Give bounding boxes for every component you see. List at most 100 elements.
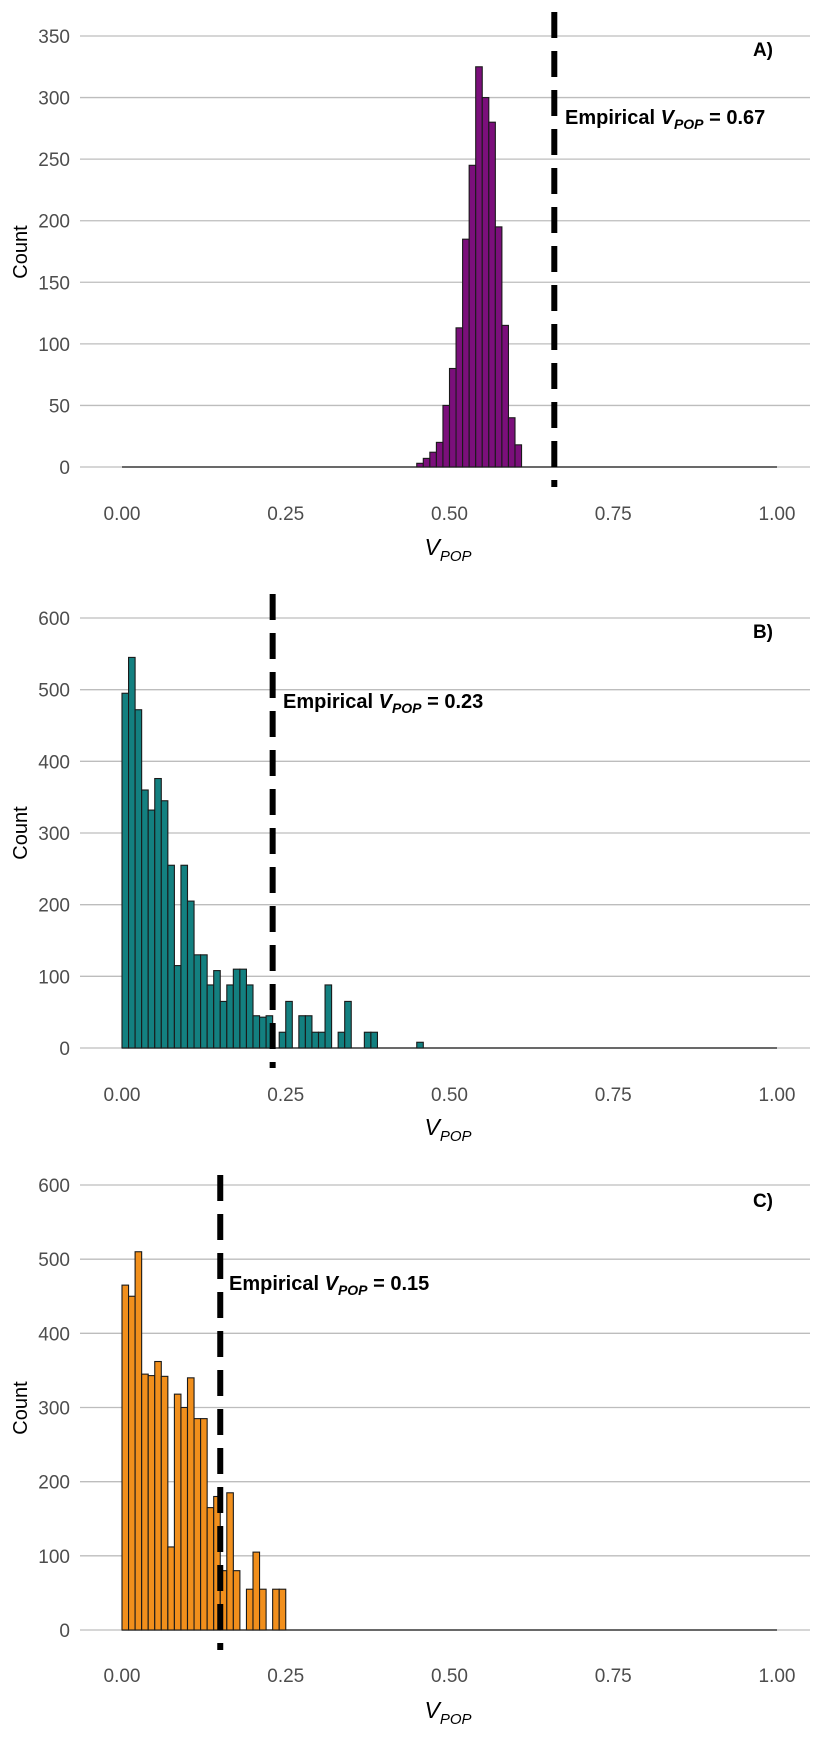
- y-tick-label: 50: [49, 396, 70, 417]
- annotation-v: V: [379, 691, 394, 713]
- histogram-bar: [226, 1492, 234, 1631]
- y-tick-label: 0: [59, 458, 70, 479]
- x-axis-title-subscript: POP: [440, 1711, 472, 1728]
- histogram-bar: [180, 864, 189, 1049]
- empirical-annotation: Empirical VPOP = 0.23: [283, 691, 483, 716]
- panel-label: C): [753, 1191, 773, 1212]
- histogram-bar: [481, 97, 490, 468]
- x-axis-title: VPOP: [424, 534, 471, 565]
- histogram-bar: [475, 66, 483, 468]
- histogram-bar: [193, 1418, 202, 1631]
- histogram-bar: [429, 451, 437, 468]
- annotation-v: V: [661, 107, 676, 129]
- histogram-bar: [226, 984, 234, 1049]
- y-axis-title: Count: [10, 1381, 32, 1435]
- annotation-value: = 0.67: [704, 107, 766, 129]
- histogram-bar: [167, 864, 175, 1049]
- y-tick-label: 200: [38, 212, 70, 233]
- histogram-bar: [141, 789, 149, 1049]
- histogram-bar: [514, 444, 523, 468]
- histogram-bar: [200, 954, 208, 1049]
- histogram-bar: [160, 1375, 169, 1631]
- histogram-bar: [154, 1360, 162, 1631]
- y-tick-label: 200: [38, 1473, 70, 1494]
- x-tick-label: 0.75: [595, 1085, 632, 1106]
- annotation-value: = 0.15: [368, 1273, 430, 1295]
- histogram-bar: [422, 457, 431, 468]
- histogram-bar: [304, 1015, 313, 1049]
- y-tick-label: 200: [38, 896, 70, 917]
- histogram-bar: [128, 656, 136, 1049]
- annotation-subscript: POP: [674, 116, 704, 132]
- histogram-bar: [468, 164, 477, 468]
- x-tick-label: 0.75: [595, 1666, 632, 1687]
- x-tick-label: 0.25: [267, 1085, 304, 1106]
- histogram-bar: [206, 984, 215, 1049]
- empirical-annotation: Empirical VPOP = 0.15: [229, 1273, 429, 1298]
- histogram-bar: [278, 1031, 287, 1049]
- histogram-bar: [121, 692, 130, 1049]
- x-tick-label: 0.75: [595, 504, 632, 525]
- histogram-bar: [147, 809, 156, 1049]
- y-tick-label: 100: [38, 1547, 70, 1568]
- histogram-bar: [213, 1495, 221, 1631]
- annotation-prefix: Empirical: [565, 107, 661, 129]
- y-tick-label: 500: [38, 681, 70, 702]
- y-axis-title: Count: [10, 225, 32, 279]
- y-tick-label: 400: [38, 1324, 70, 1345]
- histogram-bar: [141, 1373, 149, 1631]
- y-tick-label: 350: [38, 27, 70, 48]
- histogram-bar: [193, 954, 202, 1049]
- annotation-value: = 0.23: [422, 691, 484, 713]
- histogram-bar: [147, 1375, 156, 1631]
- histogram-bar: [370, 1031, 378, 1049]
- y-axis-title: Count: [10, 806, 32, 860]
- histogram-bar: [134, 1251, 143, 1631]
- histogram-bar: [121, 1284, 130, 1631]
- histogram-bar: [219, 1000, 228, 1049]
- histogram-bar: [173, 1393, 182, 1631]
- y-tick-label: 100: [38, 335, 70, 356]
- histogram-bar: [252, 1551, 261, 1631]
- x-tick-label: 0.25: [267, 1666, 304, 1687]
- histogram-bar: [239, 968, 247, 1049]
- annotation-prefix: Empirical: [283, 691, 379, 713]
- histogram-bar: [200, 1418, 208, 1631]
- histogram-bar: [324, 984, 333, 1049]
- x-tick-label: 1.00: [759, 1666, 796, 1687]
- x-tick-label: 1.00: [759, 504, 796, 525]
- histogram-bar: [317, 1031, 326, 1049]
- x-tick-label: 0.00: [104, 1085, 141, 1106]
- histogram-bar: [462, 238, 470, 468]
- histogram-bar: [448, 367, 457, 468]
- histogram-bar: [232, 968, 241, 1049]
- histogram-bar: [285, 1000, 293, 1049]
- annotation-subscript: POP: [338, 1282, 368, 1298]
- histogram-bar: [363, 1031, 372, 1049]
- x-axis-title-v: V: [424, 534, 442, 560]
- x-tick-label: 0.00: [104, 1666, 141, 1687]
- histogram-bar: [494, 226, 503, 468]
- x-axis-title: VPOP: [424, 1114, 471, 1145]
- histogram-bar: [186, 1377, 195, 1631]
- histogram-bar: [455, 327, 464, 468]
- histogram-bar: [154, 777, 162, 1049]
- y-tick-label: 150: [38, 273, 70, 294]
- y-tick-label: 500: [38, 1250, 70, 1271]
- panel-a-histogram: 0 50 100 150 200 250 300 350 0.00 0.25 0.50 0.75 1.0…: [10, 12, 810, 565]
- x-tick-label: 1.00: [759, 1085, 796, 1106]
- x-tick-label: 0.50: [431, 1666, 468, 1687]
- histogram-bar: [173, 965, 182, 1049]
- histogram-bar: [416, 1041, 424, 1049]
- annotation-prefix: Empirical: [229, 1273, 325, 1295]
- y-tick-label: 300: [38, 1399, 70, 1420]
- histogram-bar: [488, 121, 496, 468]
- x-tick-label: 0.50: [431, 1085, 468, 1106]
- histogram-bar: [252, 1015, 261, 1049]
- x-axis-title: VPOP: [424, 1697, 471, 1728]
- y-tick-label: 600: [38, 609, 70, 630]
- histogram-bar: [278, 1588, 287, 1631]
- x-axis-title-v: V: [424, 1697, 442, 1723]
- histogram-bar: [344, 1000, 352, 1049]
